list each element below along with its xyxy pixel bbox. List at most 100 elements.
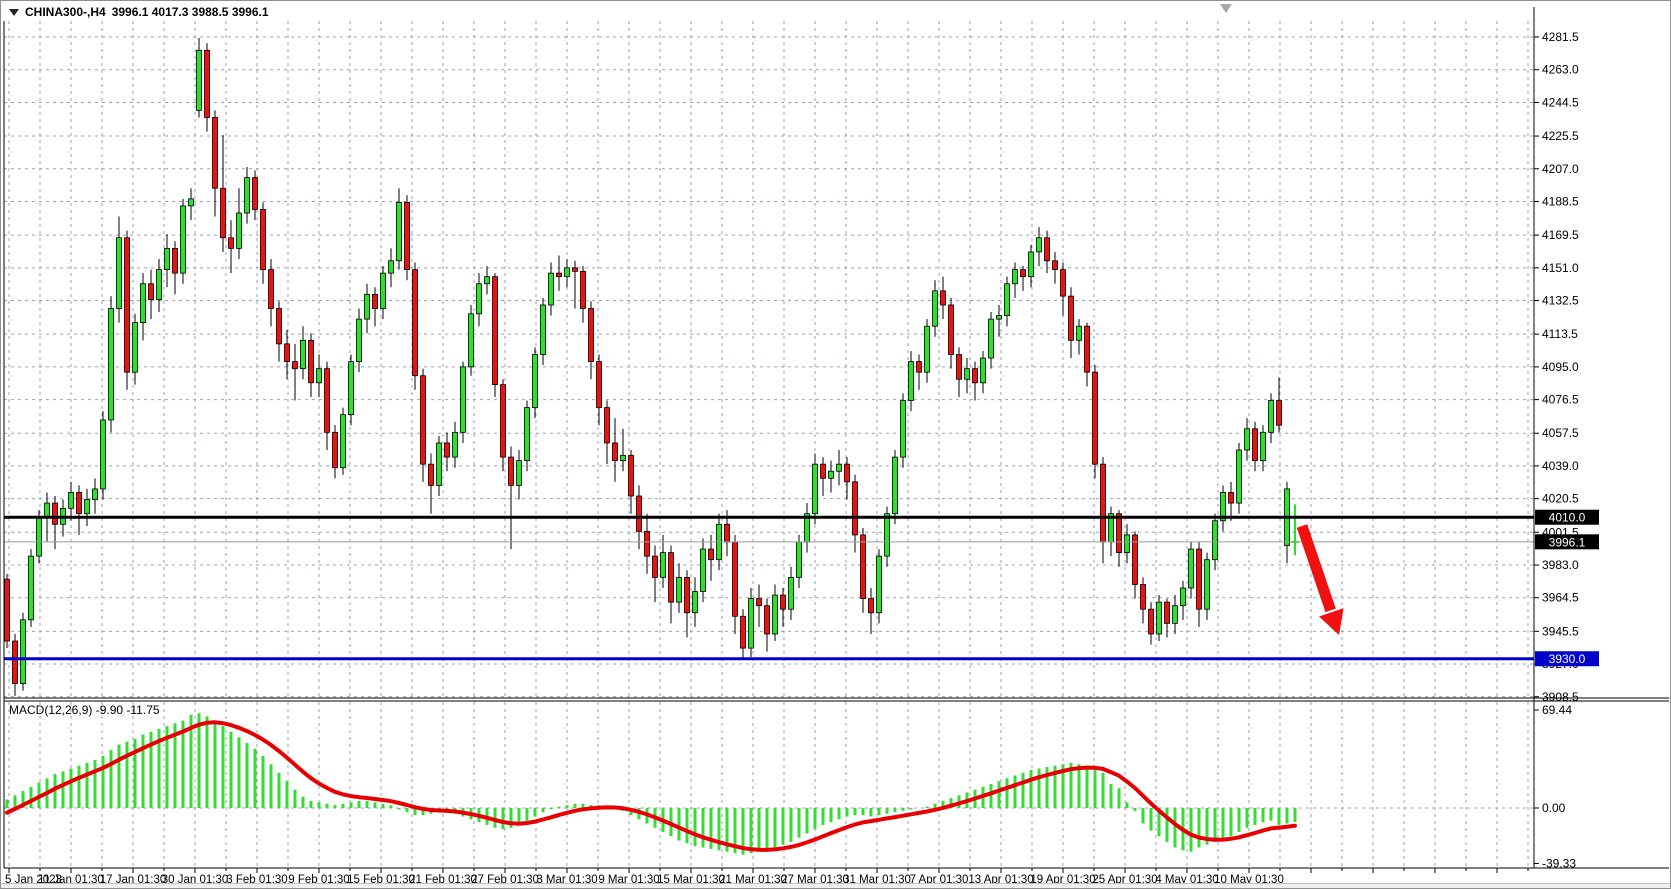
candle-body	[796, 541, 802, 578]
arrow-head	[1319, 608, 1344, 635]
candle-body	[580, 270, 586, 309]
chart-shift-marker-icon[interactable]	[1220, 4, 1232, 13]
candle-body	[612, 442, 618, 462]
candle-body	[1092, 371, 1098, 465]
candle-body	[956, 354, 962, 380]
candle-body	[356, 318, 362, 362]
candle-body	[572, 267, 578, 272]
candle-body	[860, 534, 866, 599]
candle-body	[12, 640, 18, 684]
candle-body	[692, 591, 698, 614]
candle-body	[492, 276, 498, 385]
candle-body	[108, 308, 114, 421]
candle-body	[980, 357, 986, 384]
candle-body	[780, 594, 786, 610]
candle-body	[340, 414, 346, 469]
candle-body	[1076, 325, 1082, 341]
price-axis[interactable]: 4281.5 4263.0 4244.5 4225.5 4207.0 4188.5 4169…	[1534, 30, 1599, 871]
candle-body	[1252, 428, 1258, 462]
price-tick-label: 4281.5	[1542, 30, 1579, 44]
price-tick-label: 4151.0	[1542, 261, 1579, 275]
price-lines	[4, 515, 1534, 661]
candle-body	[1140, 584, 1146, 610]
macd-values: -9.90 -11.75	[95, 703, 160, 717]
candle-body	[348, 361, 354, 416]
price-tick-label: 4225.5	[1542, 129, 1579, 143]
candle-body	[820, 463, 826, 479]
candle-body	[180, 205, 186, 274]
price-tick-label: 4263.0	[1542, 63, 1579, 77]
candle-body	[908, 361, 914, 401]
candle-body	[4, 578, 10, 642]
candle-body	[404, 201, 410, 270]
candle-body	[1172, 605, 1178, 624]
price-tick-label: 3983.0	[1542, 558, 1579, 572]
quote-line: 3996.1 4017.3 3988.5 3996.1	[111, 5, 269, 19]
symbol-dropdown-icon[interactable]	[9, 8, 19, 16]
candle-body	[844, 463, 850, 483]
candle-body	[1036, 237, 1042, 253]
candle-body	[924, 325, 930, 373]
price-tick-label: 3964.5	[1542, 591, 1579, 605]
candle-body	[1156, 601, 1162, 635]
candle-body	[1004, 283, 1010, 316]
candle-body	[652, 555, 658, 578]
candle-body	[636, 495, 642, 532]
candle-body	[724, 523, 730, 543]
candle-body	[620, 454, 626, 462]
candle-body	[1124, 534, 1130, 554]
candle-body	[836, 463, 842, 472]
price-badge-label: 4010.0	[1549, 511, 1586, 525]
gridlines	[4, 21, 1534, 868]
candle-body	[260, 209, 266, 270]
candle-body	[220, 187, 226, 239]
candle-body	[1044, 237, 1050, 262]
candle-body	[588, 308, 594, 362]
candle-body	[900, 400, 906, 458]
candle-body	[388, 260, 394, 274]
candle-body	[524, 407, 530, 462]
price-tick-label: 4132.5	[1542, 294, 1579, 308]
macd-tick-label: 69.44	[1542, 703, 1572, 717]
macd-name: MACD(12,26,9)	[9, 703, 93, 717]
candle-body	[892, 456, 898, 515]
candle-body	[1196, 548, 1202, 610]
pane-frames	[3, 7, 1669, 869]
candle-body	[708, 548, 714, 561]
candle-body	[988, 318, 994, 359]
price-tick-label: 4113.5	[1542, 327, 1578, 341]
candle-body	[500, 384, 506, 458]
candle-body	[1068, 295, 1074, 341]
candle-body	[676, 576, 682, 603]
candle-body	[852, 481, 858, 536]
candle-body	[1052, 260, 1058, 270]
macd-indicator-label: MACD(12,26,9) -9.90 -11.75	[9, 703, 160, 717]
price-badge	[1535, 651, 1599, 667]
candle-body	[1132, 534, 1138, 585]
candle-body	[644, 530, 650, 557]
candle-body	[284, 343, 290, 362]
price-badge-label: 3996.1	[1549, 535, 1586, 549]
candle-body	[1212, 520, 1218, 561]
candle-body	[364, 293, 370, 320]
candle-body	[36, 516, 42, 557]
candle-body	[972, 368, 978, 384]
candle-body	[884, 513, 890, 557]
candle-body	[236, 212, 242, 249]
candle-body	[196, 49, 202, 111]
candle-body	[228, 237, 234, 249]
candle-body	[596, 361, 602, 408]
candle-body	[1244, 428, 1250, 451]
macd-tick-label: -39.33	[1542, 857, 1576, 871]
candle-body	[772, 594, 778, 635]
down-arrow-annotation[interactable]	[1296, 524, 1344, 635]
candle-body	[324, 368, 330, 433]
candle-body	[1236, 449, 1242, 504]
price-tick-label: 4076.5	[1542, 393, 1579, 407]
price-tick-label: 4244.5	[1542, 95, 1579, 109]
candle-body	[436, 442, 442, 486]
candle-body	[828, 470, 834, 479]
candle-body	[788, 576, 794, 610]
candle-body	[244, 177, 250, 214]
